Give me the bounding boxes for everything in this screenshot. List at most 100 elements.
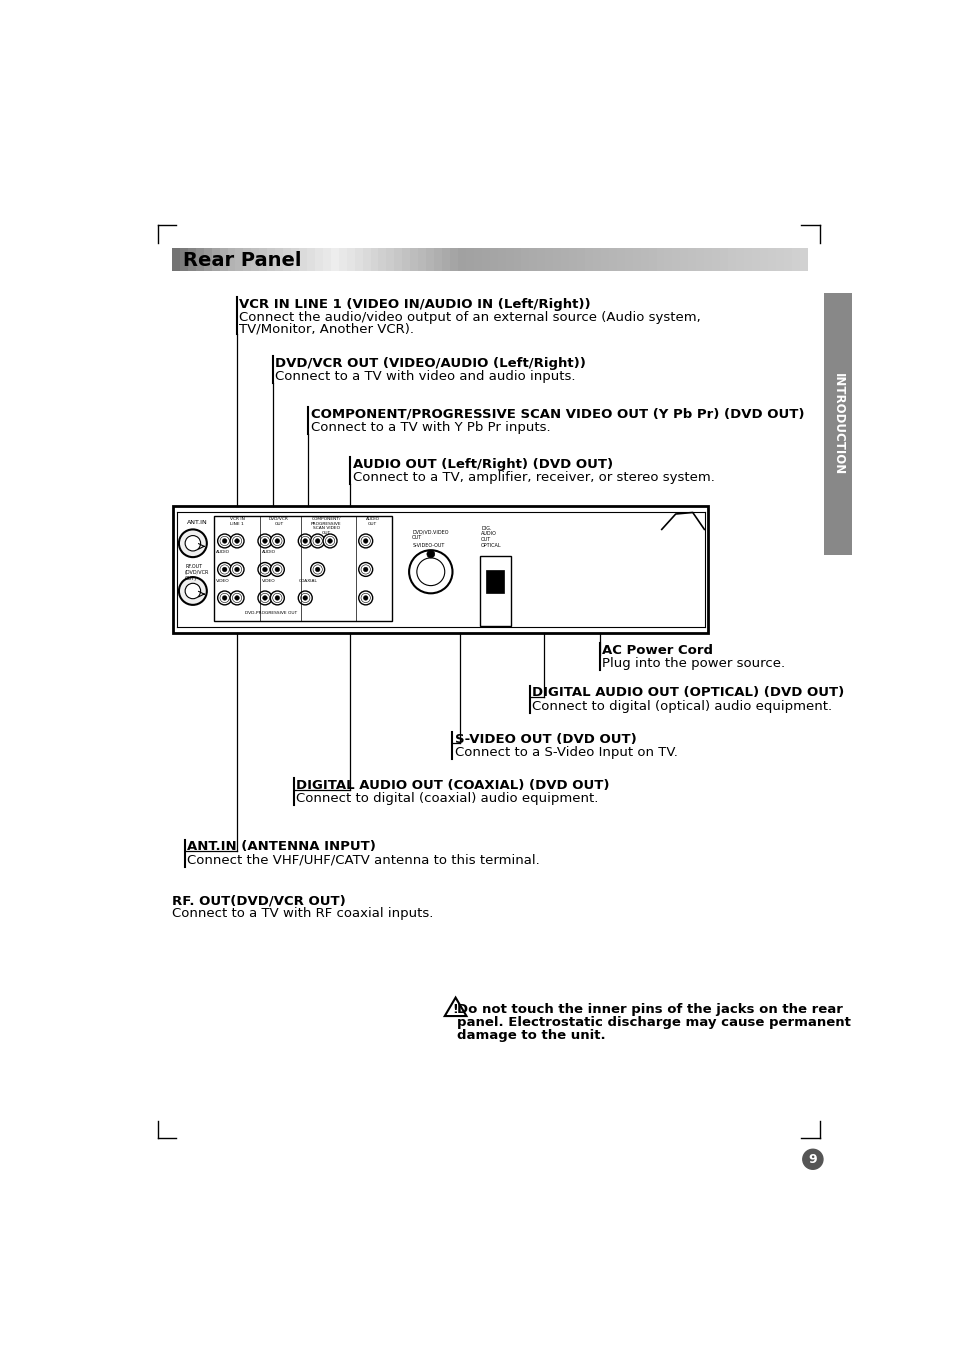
Circle shape xyxy=(328,539,332,543)
Bar xyxy=(410,249,418,272)
Bar xyxy=(204,249,213,272)
Circle shape xyxy=(257,534,272,549)
Text: RF. OUT(DVD/VCR OUT): RF. OUT(DVD/VCR OUT) xyxy=(172,894,345,908)
Circle shape xyxy=(222,567,227,571)
Bar xyxy=(608,249,617,272)
Circle shape xyxy=(262,539,267,543)
Circle shape xyxy=(230,590,244,605)
Bar xyxy=(648,249,657,272)
Circle shape xyxy=(234,539,239,543)
Bar xyxy=(394,249,403,272)
Circle shape xyxy=(234,596,239,600)
Circle shape xyxy=(257,590,272,605)
Text: Connect to a TV, amplifier, receiver, or stereo system.: Connect to a TV, amplifier, receiver, or… xyxy=(353,471,714,484)
Bar xyxy=(600,249,609,272)
Text: S-VIDEO OUT (DVD OUT): S-VIDEO OUT (DVD OUT) xyxy=(455,732,636,746)
Text: INTRODUCTION: INTRODUCTION xyxy=(831,373,844,476)
Bar xyxy=(767,249,776,272)
Bar xyxy=(426,249,435,272)
FancyBboxPatch shape xyxy=(173,507,707,634)
Bar xyxy=(259,249,268,272)
Circle shape xyxy=(274,596,279,600)
Circle shape xyxy=(802,1150,822,1169)
Text: DIGITAL AUDIO OUT (COAXIAL) (DVD OUT): DIGITAL AUDIO OUT (COAXIAL) (DVD OUT) xyxy=(295,780,609,792)
Bar xyxy=(593,249,601,272)
Bar xyxy=(672,249,680,272)
Bar xyxy=(243,249,252,272)
Bar xyxy=(537,249,545,272)
Circle shape xyxy=(222,539,227,543)
Bar xyxy=(735,249,744,272)
Text: DVD/VCR OUT (VIDEO/AUDIO (Left/Right)): DVD/VCR OUT (VIDEO/AUDIO (Left/Right)) xyxy=(274,357,585,370)
Circle shape xyxy=(358,590,373,605)
Bar xyxy=(759,249,768,272)
Circle shape xyxy=(274,567,279,571)
Circle shape xyxy=(217,562,232,577)
Text: COMPONENT/
PROGRESSIVE
SCAN VIDEO
OUT: COMPONENT/ PROGRESSIVE SCAN VIDEO OUT xyxy=(311,517,341,535)
Bar xyxy=(338,249,347,272)
Bar xyxy=(228,249,236,272)
Text: Connect to digital (coaxial) audio equipment.: Connect to digital (coaxial) audio equip… xyxy=(295,792,598,805)
Bar xyxy=(298,249,308,272)
Circle shape xyxy=(323,534,336,549)
Text: VIDEO: VIDEO xyxy=(261,578,275,582)
Bar xyxy=(782,249,792,272)
Text: AUDIO OUT (Left/Right) (DVD OUT): AUDIO OUT (Left/Right) (DVD OUT) xyxy=(353,458,612,470)
Bar xyxy=(195,249,204,272)
Bar xyxy=(577,249,585,272)
Bar xyxy=(219,249,228,272)
Circle shape xyxy=(270,590,284,605)
Text: DVD-PROGRESSIVE OUT: DVD-PROGRESSIVE OUT xyxy=(245,611,296,615)
Bar xyxy=(584,249,593,272)
Circle shape xyxy=(303,596,307,600)
Bar xyxy=(235,249,244,272)
Circle shape xyxy=(303,539,307,543)
Bar xyxy=(640,249,649,272)
Text: ANT.IN: ANT.IN xyxy=(187,520,207,526)
Circle shape xyxy=(230,562,244,577)
Text: damage to the unit.: damage to the unit. xyxy=(456,1029,605,1042)
Bar xyxy=(656,249,664,272)
Text: !: ! xyxy=(453,1002,458,1016)
Bar xyxy=(434,249,442,272)
Text: Connect to a TV with Y Pb Pr inputs.: Connect to a TV with Y Pb Pr inputs. xyxy=(311,422,550,434)
Text: panel. Electrostatic discharge may cause permanent: panel. Electrostatic discharge may cause… xyxy=(456,1016,850,1029)
Circle shape xyxy=(262,567,267,571)
Circle shape xyxy=(416,558,444,585)
Text: DVD/VCR
OUT: DVD/VCR OUT xyxy=(269,517,289,526)
Circle shape xyxy=(217,590,232,605)
Bar xyxy=(291,249,299,272)
Bar xyxy=(479,557,510,626)
Bar xyxy=(307,249,315,272)
Text: DIGITAL AUDIO OUT (OPTICAL) (DVD OUT): DIGITAL AUDIO OUT (OPTICAL) (DVD OUT) xyxy=(532,686,843,700)
Bar xyxy=(823,293,852,555)
Circle shape xyxy=(230,534,244,549)
Bar xyxy=(751,249,760,272)
Text: COMPONENT/PROGRESSIVE SCAN VIDEO OUT (Y Pb Pr) (DVD OUT): COMPONENT/PROGRESSIVE SCAN VIDEO OUT (Y … xyxy=(311,408,803,420)
Bar xyxy=(727,249,736,272)
Bar xyxy=(664,249,673,272)
Text: Connect to digital (optical) audio equipment.: Connect to digital (optical) audio equip… xyxy=(532,700,832,712)
Bar xyxy=(617,249,625,272)
Bar xyxy=(720,249,728,272)
Text: Plug into the power source.: Plug into the power source. xyxy=(601,657,784,670)
Bar xyxy=(560,249,569,272)
Circle shape xyxy=(217,534,232,549)
Circle shape xyxy=(363,596,368,600)
Bar xyxy=(775,249,783,272)
Bar xyxy=(497,249,506,272)
Bar xyxy=(696,249,704,272)
Text: Rear Panel: Rear Panel xyxy=(183,251,301,270)
Bar xyxy=(465,249,474,272)
Text: Connect to a S-Video Input on TV.: Connect to a S-Video Input on TV. xyxy=(455,746,677,759)
Text: Connect the VHF/UHF/CATV antenna to this terminal.: Connect the VHF/UHF/CATV antenna to this… xyxy=(187,854,539,866)
Polygon shape xyxy=(444,997,466,1016)
Circle shape xyxy=(311,534,324,549)
Bar xyxy=(457,249,466,272)
Bar xyxy=(703,249,712,272)
Bar xyxy=(505,249,514,272)
Text: Connect to a TV with video and audio inputs.: Connect to a TV with video and audio inp… xyxy=(274,370,575,384)
Bar xyxy=(370,249,379,272)
Bar xyxy=(632,249,640,272)
Bar xyxy=(274,249,284,272)
